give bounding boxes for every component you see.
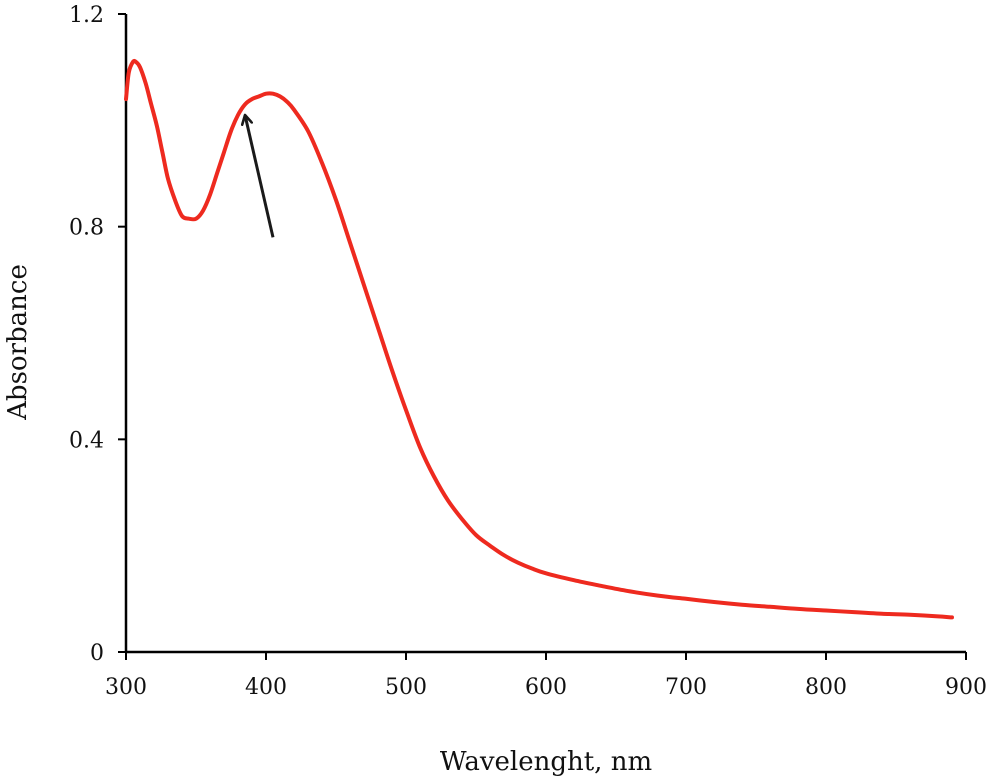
x-tick-label: 800 — [805, 675, 847, 700]
x-tick-label: 600 — [525, 675, 567, 700]
x-tick-label: 900 — [945, 675, 987, 700]
y-tick-label: 0 — [90, 641, 104, 666]
y-axis-label: Absorbance — [3, 264, 33, 421]
x-tick-label: 500 — [385, 675, 427, 700]
tick-marks — [118, 13, 967, 660]
absorbance-series-line — [124, 58, 954, 620]
x-axis-label: Wavelenght, nm — [440, 747, 652, 777]
annotations — [245, 115, 275, 238]
peak-arrow — [245, 115, 275, 238]
x-tick-label: 400 — [245, 675, 287, 700]
data-series — [124, 58, 954, 620]
x-tick-label: 300 — [105, 675, 147, 700]
axis-labels: Wavelenght, nm Absorbance — [3, 264, 652, 777]
y-tick-label: 0.4 — [69, 428, 104, 453]
tick-labels: 300 400 500 600 700 800 900 0 0.4 0.8 1.2 — [69, 3, 987, 700]
y-tick-label: 0.8 — [69, 216, 104, 241]
y-tick-label: 1.2 — [69, 3, 104, 28]
x-tick-label: 700 — [665, 675, 707, 700]
axes — [124, 14, 966, 654]
